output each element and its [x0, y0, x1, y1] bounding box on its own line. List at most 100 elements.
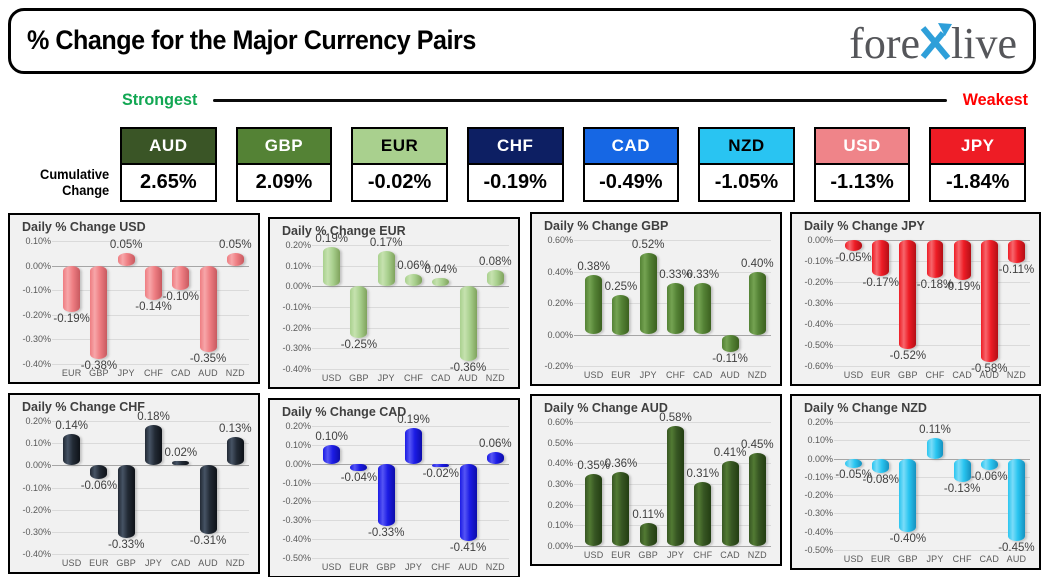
currency-column-nzd: NZD -1.05% — [698, 127, 795, 202]
x-category-label: JPY — [639, 370, 657, 380]
bar-value-label: -0.04% — [340, 472, 378, 485]
x-category-label: EUR — [61, 368, 82, 378]
x-category-label: NZD — [225, 558, 245, 568]
y-axis: 0.20% 0.10% 0.00% -0.10% -0.20% -0.30% -0.40% -… — [792, 417, 838, 555]
y-tick-label: -0.40% — [282, 534, 311, 545]
strength-scale: Strongest Weakest — [120, 88, 1030, 112]
y-axis: 0.10% 0.00% -0.10% -0.20% -0.30% -0.40% — [10, 236, 56, 369]
chart-title: Daily % Change AUD — [544, 401, 668, 415]
x-category-label: NZD — [747, 550, 767, 560]
y-tick-label: 0.00% — [547, 329, 573, 340]
x-category-label: NZD — [225, 368, 245, 378]
gridline — [52, 241, 249, 242]
currency-column-aud: AUD 2.65% — [120, 127, 217, 202]
plot-area: 0.19% -0.25% 0.17% 0.06% 0.04% -0.36% 0.08% — [312, 233, 512, 374]
bar-value-label: -0.19% — [943, 280, 981, 293]
gridline — [312, 307, 509, 308]
bar-cad — [432, 278, 450, 287]
chart-panel-usd: Daily % Change USD 0.10% 0.00% -0.10% -0.20… — [8, 213, 260, 384]
chart-title: Daily % Change USD — [22, 220, 146, 234]
gridline — [312, 348, 509, 350]
currency-value-cell: -0.19% — [466, 163, 564, 202]
y-tick-label: -0.10% — [22, 285, 51, 296]
gridline — [312, 265, 509, 267]
bar-value-label: 0.08% — [479, 255, 512, 268]
gridline — [834, 458, 1030, 460]
bar-usd — [323, 247, 341, 287]
bar-value-label: 0.17% — [369, 237, 403, 250]
bar-value-label: -0.10% — [162, 291, 199, 304]
bar-aud — [199, 265, 217, 352]
currency-column-eur: EUR -0.02% — [351, 127, 448, 202]
gridline — [312, 501, 509, 503]
chart-title: Daily % Change NZD — [804, 401, 927, 415]
x-category-label: GBP — [349, 373, 369, 383]
y-tick-label: 0.40% — [547, 266, 573, 277]
bar-value-label: -0.38% — [80, 360, 118, 373]
x-axis: USD EUR GBP JPY CHF CAD NZD — [580, 546, 771, 564]
plot-area: 0.38% 0.25% 0.52% 0.33% 0.33% -0.11% 0.40% — [574, 239, 774, 367]
bar-value-label: 0.38% — [577, 260, 610, 273]
bar-jpy — [926, 438, 944, 459]
y-tick-label: 0.10% — [547, 520, 573, 531]
x-category-label: GBP — [376, 562, 397, 572]
y-tick-label: 0.20% — [807, 417, 833, 427]
x-category-label: GBP — [116, 558, 137, 568]
gridline — [52, 421, 249, 422]
bar-value-label: 0.41% — [713, 447, 747, 460]
x-category-label: CAD — [692, 370, 713, 380]
y-tick-label: -0.60% — [804, 361, 833, 371]
x-category-label: CHF — [665, 370, 686, 380]
gridline — [312, 426, 509, 427]
currency-value-cell: 2.65% — [120, 163, 217, 202]
chart-panel-jpy: Daily % Change JPY 0.00% -0.10% -0.20% -0.3… — [790, 212, 1041, 386]
bar-value-label: -0.08% — [862, 474, 899, 487]
x-category-label: AUD — [1006, 554, 1027, 564]
bar-eur — [612, 295, 630, 335]
bar-nzd — [226, 253, 244, 266]
bar-value-label: -0.06% — [971, 470, 1008, 483]
gridline — [834, 282, 1030, 283]
bar-aud — [1008, 458, 1025, 541]
gridline — [312, 520, 509, 522]
gridline — [312, 327, 509, 329]
gridline — [834, 476, 1030, 478]
gridline — [834, 303, 1030, 304]
x-category-label: USD — [583, 370, 604, 380]
x-category-label: EUR — [349, 562, 369, 572]
bar-value-label: 0.13% — [219, 422, 252, 435]
x-category-label: AUD — [458, 373, 478, 383]
forexlive-logo: fore live — [849, 17, 1017, 69]
bar-value-label: -0.11% — [712, 352, 748, 365]
bar-value-label: -0.41% — [449, 542, 487, 555]
x-category-label: EUR — [870, 554, 891, 564]
gridline — [574, 366, 771, 367]
x-axis: USD EUR GBP JPY CHF AUD NZD — [318, 558, 509, 576]
y-axis: 0.60% 0.50% 0.40% 0.30% 0.20% 0.10% 0.00% — [532, 417, 578, 551]
y-tick-label: -0.10% — [282, 302, 311, 312]
x-category-label: AUD — [720, 370, 740, 380]
y-tick-label: -0.40% — [22, 549, 51, 559]
bar-cad — [980, 458, 998, 470]
bar-nzd — [486, 452, 504, 464]
gridline — [834, 422, 1030, 423]
gridline — [834, 366, 1030, 367]
bar-gbp — [117, 465, 135, 539]
chart-panel-cad: Daily % Change CAD 0.20% 0.10% 0.00% -0.10%… — [268, 398, 520, 577]
bar-jpy — [145, 425, 162, 466]
y-tick-label: 0.00% — [285, 281, 311, 292]
chart-title: Daily % Change GBP — [544, 219, 669, 233]
y-axis: 0.20% 0.10% 0.00% -0.10% -0.20% -0.30% -0.40% — [270, 240, 316, 374]
bar-nzd — [226, 436, 244, 466]
y-tick-label: -0.10% — [804, 256, 833, 266]
gridline — [312, 369, 509, 370]
y-tick-label: 0.10% — [285, 260, 311, 271]
x-axis: EUR GBP JPY CHF CAD AUD NZD — [58, 364, 249, 382]
currency-value-cell: -1.13% — [813, 163, 911, 202]
bar-value-label: -0.02% — [422, 468, 459, 481]
gridline — [574, 240, 771, 241]
chart-panel-nzd: Daily % Change NZD 0.20% 0.10% 0.00% -0.10%… — [790, 394, 1041, 570]
y-tick-label: -0.30% — [22, 526, 51, 537]
bar-value-label: 0.02% — [164, 446, 198, 459]
gridline — [312, 463, 509, 465]
